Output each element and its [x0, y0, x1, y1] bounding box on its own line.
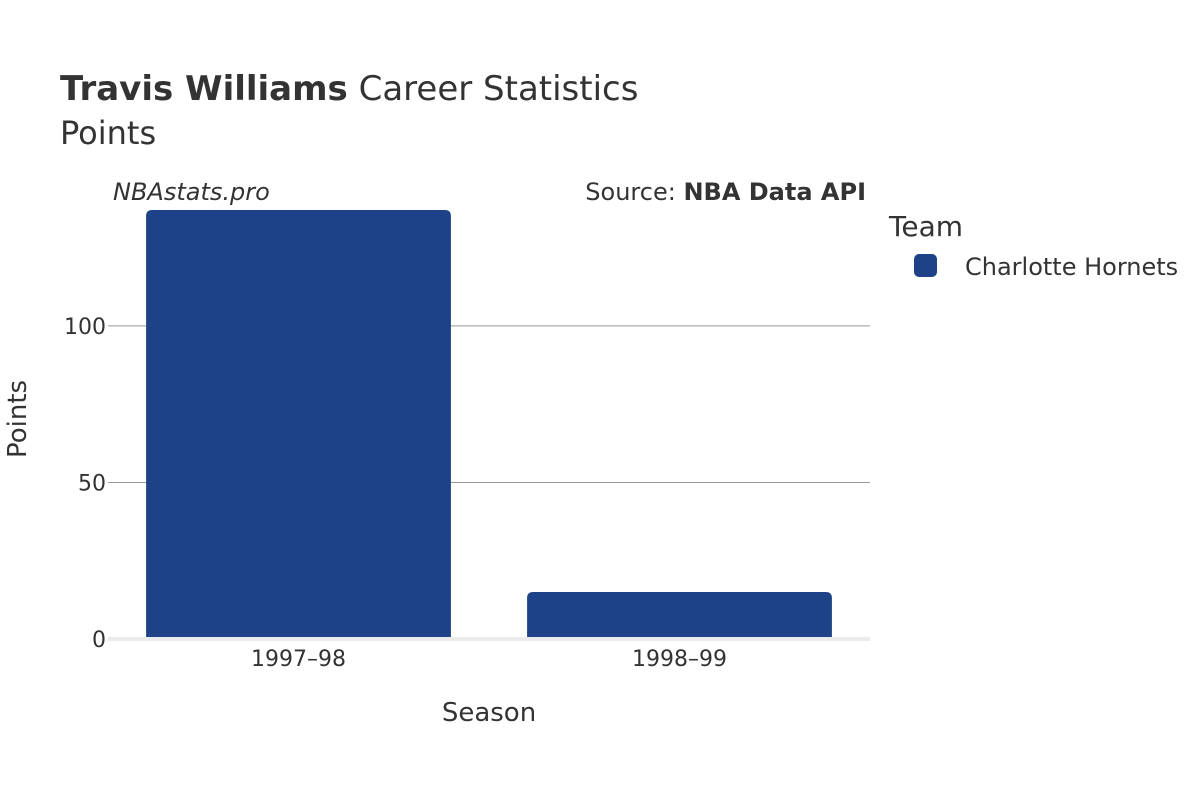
legend-title: Team	[888, 210, 963, 243]
chart-title-rest: Career Statistics	[348, 69, 639, 109]
y-tick-label-0: 0	[92, 628, 106, 653]
y-axis-title: Points	[3, 380, 33, 458]
source-text: Source: NBA Data API	[585, 178, 866, 206]
legend-label-0: Charlotte Hornets	[965, 253, 1178, 281]
x-axis-title: Season	[442, 698, 536, 728]
y-tick-label-100: 100	[64, 315, 106, 340]
chart-title: Travis Williams Career Statistics	[60, 69, 638, 109]
y-tick-labels: 0 50 100	[64, 315, 106, 653]
bar-1998–99	[527, 592, 832, 639]
bar-1997–98	[146, 210, 451, 639]
y-tick-label-50: 50	[78, 471, 106, 496]
watermark-text: NBAstats.pro	[113, 178, 270, 206]
chart-subtitle: Points	[60, 114, 156, 152]
source-prefix: Source:	[585, 178, 683, 206]
chart-title-player: Travis Williams	[60, 69, 348, 109]
legend: Team Charlotte Hornets	[888, 210, 1178, 281]
x-tick-label-1997–98: 1997–98	[251, 647, 346, 672]
legend-items: Charlotte Hornets	[914, 253, 1178, 281]
x-tick-label-1998–99: 1998–99	[632, 647, 727, 672]
legend-swatch-0	[914, 254, 937, 277]
source-name: NBA Data API	[683, 178, 866, 206]
x-tick-labels: 1997–98 1998–99	[251, 647, 727, 672]
x-axis-baseline	[108, 637, 870, 641]
bars	[146, 210, 832, 639]
